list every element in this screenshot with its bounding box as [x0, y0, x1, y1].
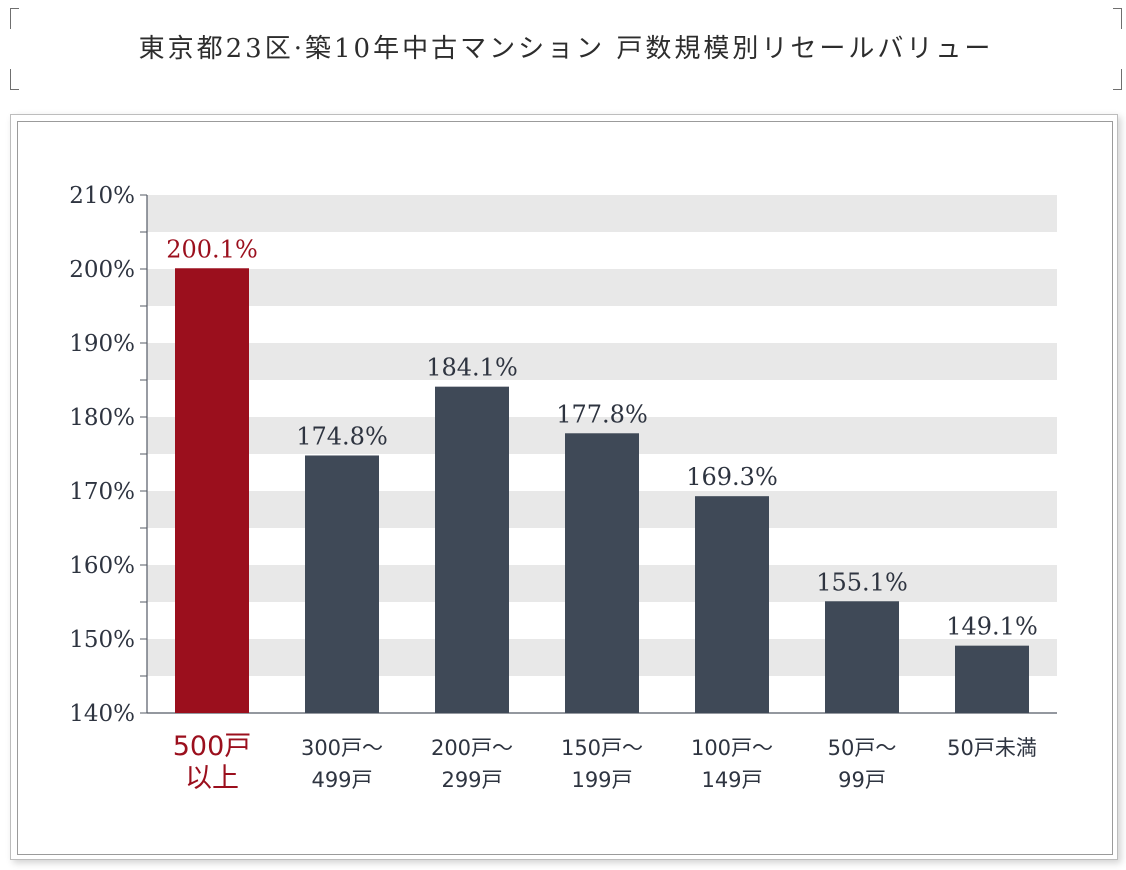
chart-panel: 140% 150% 160% 170% 180% 190% 200% 210% 200.1% 50… [10, 114, 1118, 860]
bar [305, 455, 379, 713]
bar [175, 268, 249, 713]
bar [435, 386, 509, 713]
x-tick-label: 100戸～ [691, 736, 773, 760]
x-tick-label: 150戸～ [561, 736, 643, 760]
x-tick-label: 200戸～ [431, 736, 513, 760]
x-tick-label: 50戸～ [828, 736, 897, 760]
chart-title: 東京都23区·築10年中古マンション 戸数規模別リセールバリュー [138, 34, 994, 64]
data-label: 200.1% [166, 235, 258, 263]
y-tick-label: 140% [69, 701, 135, 727]
bar [565, 433, 639, 713]
bar [825, 601, 899, 713]
grid-band [147, 269, 1057, 306]
data-label: 169.3% [686, 463, 778, 491]
x-tick-label: 199戸 [571, 768, 632, 792]
data-label: 155.1% [816, 568, 908, 596]
data-label: 174.8% [296, 422, 388, 450]
data-label: 184.1% [426, 354, 518, 382]
y-tick-label: 160% [69, 553, 135, 579]
title-frame: 東京都23区·築10年中古マンション 戸数規模別リセールバリュー [10, 8, 1122, 90]
bar [695, 496, 769, 713]
title-bracket-left-bottom [10, 69, 19, 90]
x-tick-label: 99戸 [838, 768, 886, 792]
x-tick-label: 300戸～ [301, 736, 383, 760]
y-tick-label: 180% [69, 405, 135, 431]
bar [955, 645, 1029, 713]
x-tick-label: 299戸 [441, 768, 502, 792]
data-label: 149.1% [946, 613, 1038, 641]
title-bracket-right-bottom [1113, 69, 1122, 90]
title-bracket-left-top [10, 8, 19, 29]
y-tick-label: 150% [69, 627, 135, 653]
title-bracket-right-top [1113, 8, 1122, 29]
grid-band [147, 195, 1057, 232]
y-tick-label: 210% [69, 183, 135, 209]
x-tick-label: 500戸 [173, 731, 252, 762]
data-label: 177.8% [556, 400, 648, 428]
grid-band [147, 343, 1057, 380]
bar-chart: 140% 150% 160% 170% 180% 190% 200% 210% 200.1% 50… [69, 183, 1057, 794]
x-tick-label: 149戸 [701, 768, 762, 792]
x-tick-label: 50戸未満 [947, 736, 1037, 760]
x-tick-label: 499戸 [311, 768, 372, 792]
y-tick-label: 200% [69, 257, 135, 283]
x-tick-label: 以上 [185, 763, 239, 794]
chart-inner-frame [17, 121, 1113, 855]
y-tick-label: 170% [69, 479, 135, 505]
y-tick-label: 190% [69, 331, 135, 357]
